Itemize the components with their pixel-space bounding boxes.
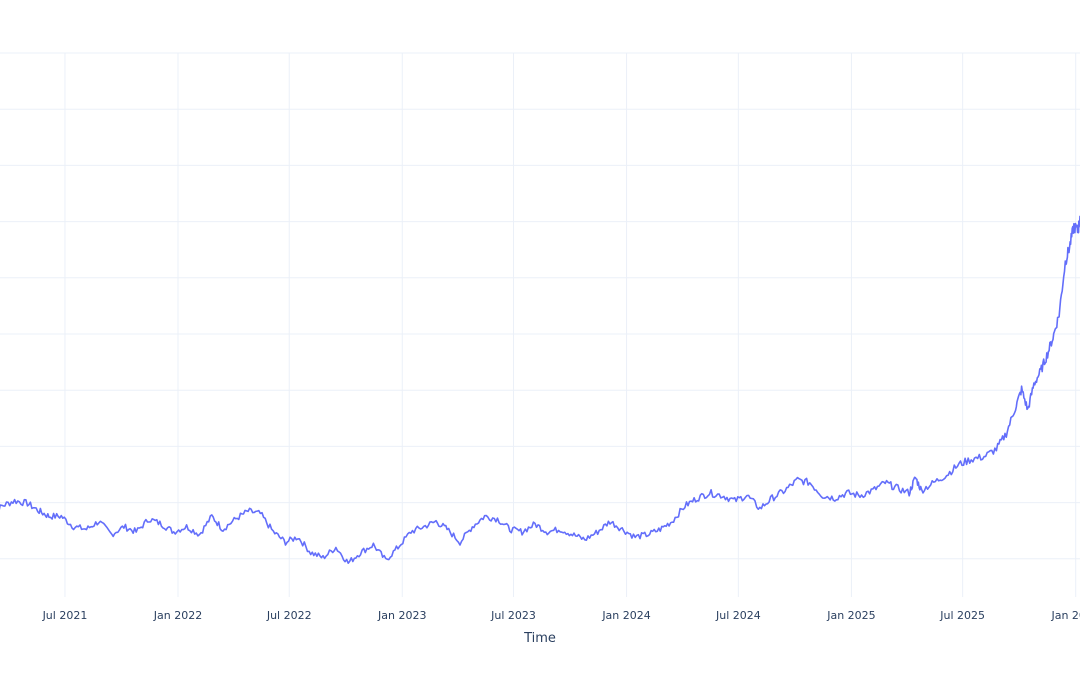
horizontal-gridlines [0, 52, 1080, 560]
series-line [0, 215, 1080, 564]
x-tick-label: Jul 2022 [266, 609, 312, 622]
x-axis-title: Time [523, 631, 556, 646]
x-tick-label: Jul 2025 [939, 609, 985, 622]
x-tick-label: Jul 2021 [42, 609, 88, 622]
x-tick-label: Jan 2023 [377, 609, 426, 622]
vertical-gridlines [64, 53, 1077, 597]
x-tick-label: Jan 2025 [826, 609, 875, 622]
x-tick-label: Jul 2024 [715, 609, 761, 622]
x-tick-label: Jan 2022 [153, 609, 202, 622]
x-tick-label: Jan 2026 [1050, 609, 1080, 622]
x-tick-label: Jan 2024 [601, 609, 650, 622]
series-layer [0, 215, 1080, 564]
x-axis-tick-labels: Jul 2021 Jan 2022 Jul 2022 Jan 2023 Jul 2023… [42, 609, 1080, 622]
x-tick-label: Jul 2023 [490, 609, 536, 622]
